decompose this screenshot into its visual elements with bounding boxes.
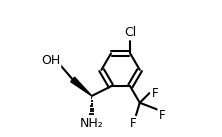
Text: F: F [152,87,158,100]
Text: NH₂: NH₂ [80,117,104,130]
Polygon shape [71,77,92,96]
Text: OH: OH [41,54,60,67]
Text: F: F [158,109,165,122]
Text: F: F [130,117,136,130]
Text: Cl: Cl [124,26,136,39]
